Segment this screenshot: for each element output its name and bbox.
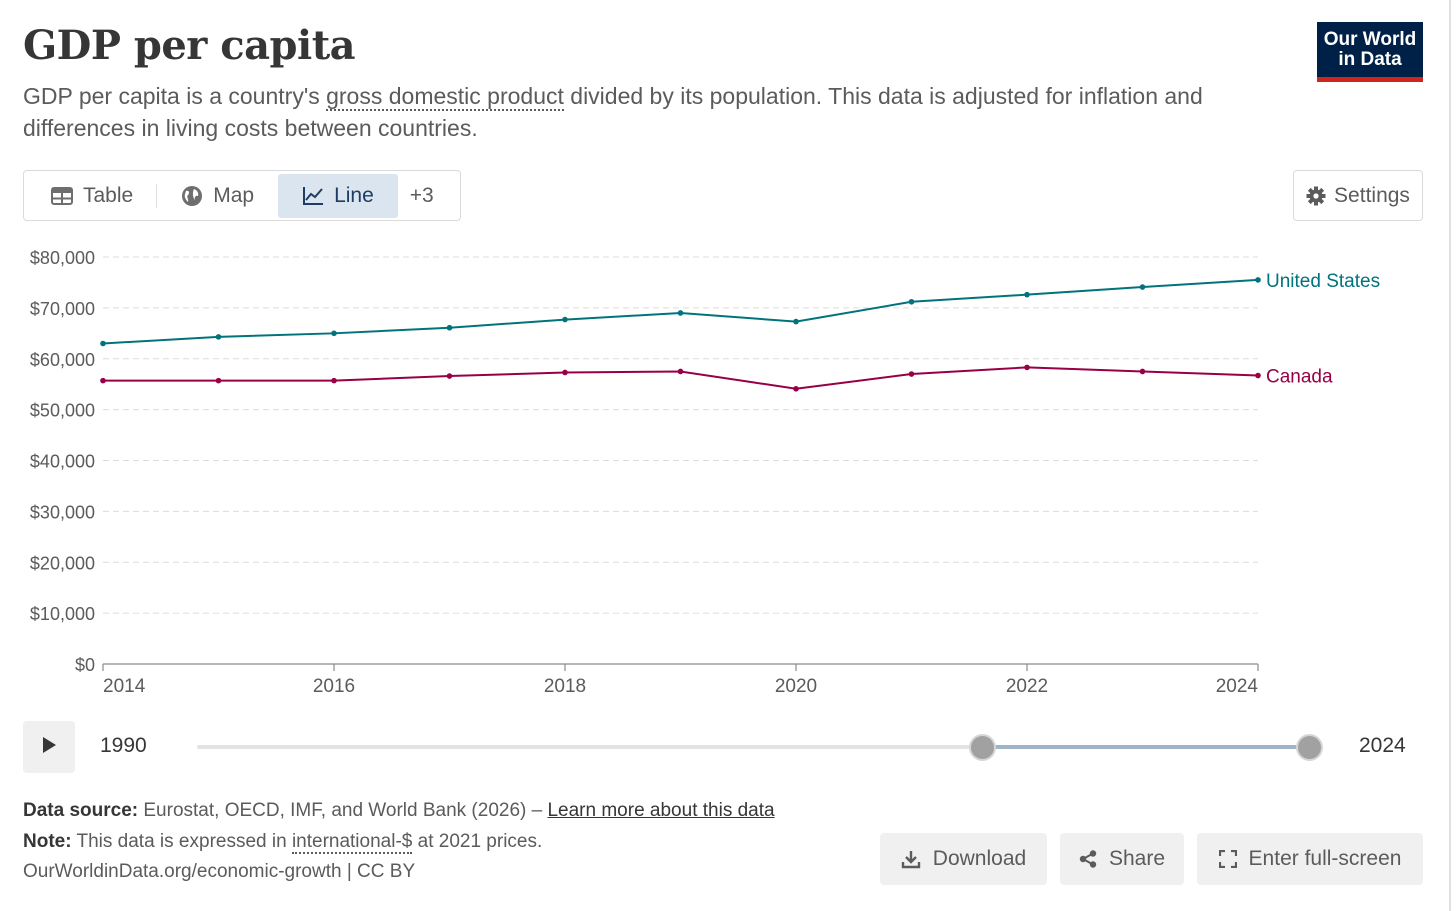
data-point	[100, 340, 106, 347]
data-source-text: Eurostat, OECD, IMF, and World Bank (202…	[138, 800, 548, 821]
tab-line[interactable]: Line	[278, 173, 398, 218]
data-point	[1139, 368, 1146, 375]
timeline-track[interactable]	[197, 745, 1310, 749]
data-point	[331, 330, 337, 337]
data-point	[562, 369, 568, 376]
logo-line-1: Our World	[1323, 29, 1417, 50]
note-text-pre: This data is expressed in	[71, 831, 292, 852]
timeline-end-label: 2024	[1359, 734, 1406, 757]
tab-line-label: Line	[334, 183, 374, 207]
international-dollar-link[interactable]: international-$	[291, 831, 413, 854]
data-point	[446, 373, 453, 379]
subtitle-text-pre: GDP per capita is a country's	[23, 83, 327, 109]
tab-more[interactable]: +3	[398, 174, 446, 218]
y-tick-label: $10,000	[30, 604, 95, 624]
chart-view-tabs: Table Map Line +3	[23, 170, 461, 221]
data-source: Data source: Eurostat, OECD, IMF, and Wo…	[23, 800, 775, 822]
timeline-start-label: 1990	[100, 734, 147, 757]
data-point	[1255, 277, 1261, 283]
data-point	[562, 316, 568, 323]
x-tick-label: 2016	[313, 676, 355, 697]
x-tick-label: 2024	[1216, 676, 1259, 697]
timeline-end-handle[interactable]	[1296, 734, 1323, 761]
line-chart: $0 $10,000 $20,000 $30,000 $40,000 $50,000 $60…	[30, 248, 1380, 697]
page-edge	[1449, 0, 1451, 911]
play-button[interactable]	[23, 721, 75, 773]
data-point	[331, 377, 337, 384]
x-tick-label: 2022	[1006, 676, 1048, 697]
y-tick-label: $0	[75, 655, 95, 675]
share-label: Share	[1108, 847, 1166, 870]
x-tick-label: 2018	[544, 676, 586, 697]
data-point	[793, 385, 799, 392]
data-point	[1255, 372, 1261, 379]
table-icon	[51, 186, 73, 205]
y-tick-label: $50,000	[30, 401, 95, 421]
data-note: Note: This data is expressed in internat…	[23, 831, 543, 854]
series-label: Canada	[1266, 367, 1333, 388]
download-label: Download	[932, 847, 1027, 870]
globe-icon	[181, 185, 203, 207]
play-icon	[41, 736, 57, 759]
chart-subtitle: GDP per capita is a country's gross dome…	[23, 80, 1293, 144]
share-icon	[1079, 850, 1097, 868]
data-point	[1139, 284, 1146, 290]
tab-table-label: Table	[83, 183, 134, 207]
chart-title: GDP per capita	[23, 22, 356, 69]
data-point	[1024, 291, 1030, 298]
data-point	[793, 318, 799, 325]
settings-label: Settings	[1334, 183, 1410, 207]
y-tick-label: $80,000	[30, 248, 95, 268]
data-point	[677, 310, 684, 316]
x-tick-label: 2020	[775, 676, 817, 697]
logo-line-2: in Data	[1338, 49, 1402, 70]
gear-icon	[1306, 186, 1326, 206]
owid-logo[interactable]: Our World in Data	[1317, 22, 1423, 82]
data-point	[215, 334, 222, 340]
fullscreen-button[interactable]: Enter full-screen	[1197, 833, 1423, 885]
data-point	[1024, 364, 1030, 371]
tab-map[interactable]: Map	[157, 174, 278, 218]
y-tick-label: $70,000	[30, 299, 95, 319]
download-icon	[901, 849, 921, 869]
tab-table[interactable]: Table	[27, 174, 158, 218]
line-chart-icon	[302, 186, 324, 206]
y-tick-label: $20,000	[30, 553, 95, 573]
note-label: Note:	[23, 831, 72, 852]
fullscreen-icon	[1218, 850, 1237, 868]
timeline-selected-range	[983, 745, 1311, 749]
source-url: OurWorldinData.org/economic-growth | CC …	[23, 861, 416, 882]
data-point	[446, 324, 453, 331]
learn-more-link[interactable]: Learn more about this data	[547, 800, 775, 821]
y-tick-label: $40,000	[30, 452, 95, 472]
share-button[interactable]: Share	[1060, 833, 1184, 885]
tab-map-label: Map	[213, 183, 255, 207]
y-tick-label: $60,000	[30, 350, 95, 370]
download-button[interactable]: Download	[880, 833, 1047, 885]
settings-button[interactable]: Settings	[1293, 170, 1423, 221]
data-source-label: Data source:	[23, 800, 139, 821]
gdp-definition-link[interactable]: gross domestic product	[326, 83, 564, 111]
note-text-post: at 2021 prices.	[412, 831, 543, 852]
data-point	[215, 377, 222, 384]
tab-more-label: +3	[409, 183, 434, 207]
subtitle-text-post: divided by its population. This data is …	[23, 83, 1203, 141]
data-point	[908, 298, 915, 305]
data-point	[908, 371, 915, 377]
timeline-start-handle[interactable]	[968, 734, 996, 761]
data-point	[100, 377, 106, 384]
fullscreen-label: Enter full-screen	[1248, 847, 1402, 870]
x-tick-label: 2014	[103, 676, 146, 697]
series-label: United States	[1266, 271, 1380, 292]
data-point	[677, 368, 684, 375]
y-tick-label: $30,000	[30, 502, 95, 522]
